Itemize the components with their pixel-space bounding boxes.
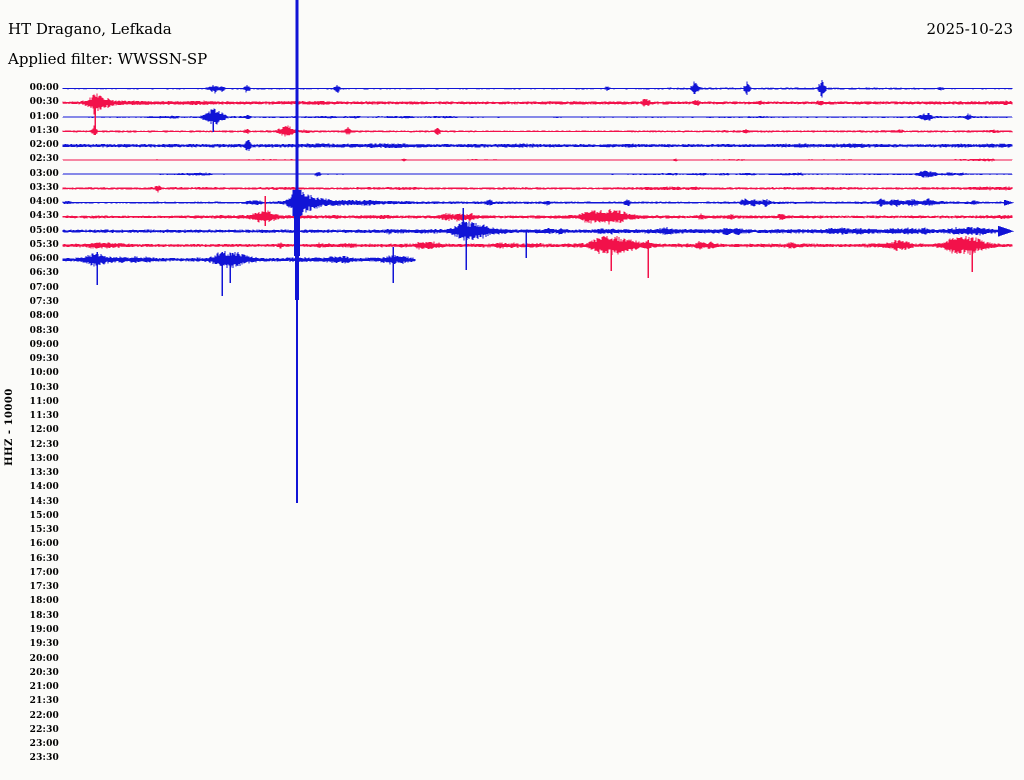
time-label: 17:30	[29, 582, 59, 593]
time-label: 21:00	[29, 682, 59, 693]
time-label: 01:00	[29, 111, 59, 122]
trace-row[interactable]	[62, 170, 1013, 178]
time-label: 08:00	[29, 311, 59, 322]
date-label: 2025-10-23	[926, 20, 1013, 38]
trace-row[interactable]	[62, 79, 1013, 98]
time-label: 16:00	[29, 539, 59, 550]
time-label: 20:30	[29, 667, 59, 678]
time-label: 07:30	[29, 297, 59, 307]
time-label: 02:30	[29, 154, 59, 165]
time-label: 09:00	[29, 339, 59, 350]
time-label: 13:30	[29, 468, 59, 479]
clip-line	[292, 190, 302, 216]
trace-row[interactable]	[62, 189, 1013, 217]
time-label: 11:30	[29, 411, 59, 422]
trace-row[interactable]	[62, 125, 1013, 137]
time-label: 09:30	[29, 354, 59, 365]
time-label: 05:30	[29, 239, 59, 250]
trace-row[interactable]	[62, 251, 416, 268]
trace-end-arrow-icon	[1004, 199, 1014, 206]
time-label: 01:30	[29, 125, 59, 136]
time-label: 02:00	[29, 140, 59, 151]
time-label: 00:00	[29, 83, 59, 94]
time-label: 00:30	[29, 97, 59, 108]
clip-line	[294, 216, 300, 256]
time-label: 16:30	[29, 553, 59, 564]
time-label: 10:30	[29, 382, 59, 393]
trace-row[interactable]	[62, 158, 1013, 162]
time-label: 15:30	[29, 525, 59, 536]
filter-label: Applied filter: WWSSN-SP	[8, 50, 208, 68]
time-label: 11:00	[29, 396, 59, 407]
trace-row[interactable]	[62, 235, 1013, 256]
time-label: 23:00	[29, 739, 59, 750]
time-label: 22:30	[29, 724, 59, 735]
clip-line	[295, 0, 299, 190]
trace-row[interactable]	[62, 185, 1013, 193]
time-label: 20:00	[29, 653, 59, 664]
time-label: 14:00	[29, 482, 59, 493]
clip-line	[296, 300, 298, 503]
time-label: 05:00	[29, 225, 59, 236]
time-label: 23:30	[29, 753, 59, 764]
trace-row[interactable]	[62, 140, 1013, 151]
trace-row[interactable]	[62, 221, 999, 241]
trace-row[interactable]	[62, 93, 1013, 115]
station-title: HT Dragano, Lefkada	[8, 20, 172, 38]
time-label: 06:30	[29, 268, 59, 279]
time-label: 04:30	[29, 211, 59, 222]
time-label: 03:00	[29, 168, 59, 179]
time-label: 14:30	[29, 496, 59, 507]
trace-row[interactable]	[62, 209, 1013, 225]
time-label: 18:00	[29, 596, 59, 607]
time-label: 18:30	[29, 610, 59, 621]
time-label: 13:00	[29, 453, 59, 464]
time-label: 07:00	[29, 282, 59, 293]
time-label: 22:00	[29, 710, 59, 721]
time-label: 19:30	[29, 639, 59, 650]
time-label: 08:30	[29, 325, 59, 336]
time-label: 17:00	[29, 567, 59, 578]
time-label: 15:00	[29, 510, 59, 521]
time-label: 12:00	[29, 425, 59, 436]
time-label: 03:30	[29, 182, 59, 193]
time-label: 21:30	[29, 696, 59, 707]
time-label: 19:00	[29, 624, 59, 635]
time-label: 12:30	[29, 439, 59, 450]
trace-row[interactable]	[62, 108, 1013, 125]
time-label: 06:00	[29, 254, 59, 265]
time-label: 10:00	[29, 368, 59, 379]
trace-end-arrow-icon	[998, 225, 1014, 237]
time-label: 04:00	[29, 197, 59, 208]
clip-line	[295, 256, 299, 300]
